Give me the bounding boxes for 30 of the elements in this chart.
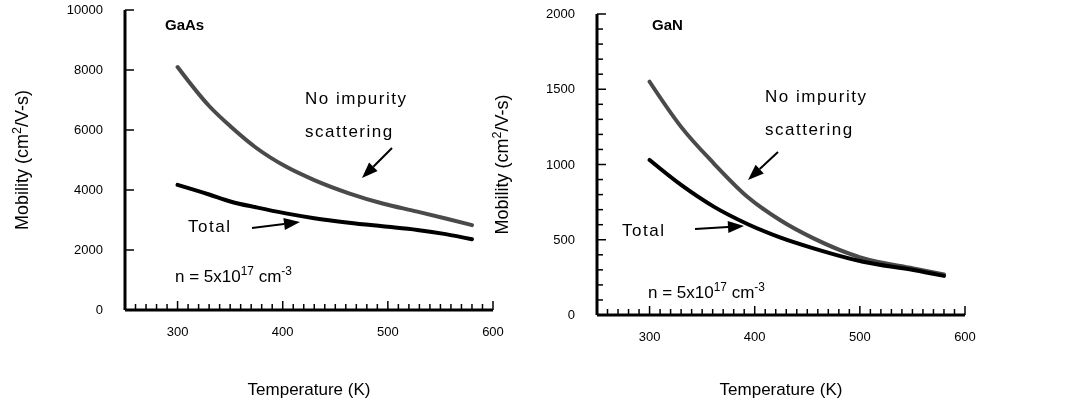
y-tick-label: 500 <box>553 231 575 247</box>
annotation: No impurity scattering <box>765 87 868 139</box>
y-tick-label: 8000 <box>74 62 103 77</box>
annotation: No impurity scattering <box>305 89 408 141</box>
x-axis-title: Temperature (K) <box>719 380 843 399</box>
x-tick-label: 500 <box>849 329 871 344</box>
y-tick-label: 2000 <box>546 6 575 21</box>
x-tick-label: 600 <box>954 329 976 344</box>
x-tick-label: 400 <box>271 324 294 339</box>
x-tick-label: 500 <box>377 324 399 339</box>
y-tick-label: 10000 <box>66 2 103 17</box>
annotation: n = 5x10$^{17}$ cm$^{-3}$ <box>648 280 766 302</box>
x-tick-label: 600 <box>482 324 504 339</box>
y-tick-label: 0 <box>95 302 103 317</box>
annotation: Total <box>622 221 666 240</box>
x-tick-label: 300 <box>166 324 189 339</box>
y-tick-label: 2000 <box>74 242 103 257</box>
x-tick-label: 400 <box>743 329 766 344</box>
y-tick-label: 1500 <box>546 81 575 97</box>
line-series <box>175 182 474 242</box>
annotation: n = 5x10$^{17}$ cm$^{-3}$ <box>175 264 293 286</box>
x-axis-title: Temperature (K) <box>247 380 371 399</box>
annotation: Total <box>188 217 232 236</box>
chart-title: GaAs <box>165 16 205 33</box>
x-tick-label: 300 <box>638 329 661 344</box>
y-tick-label: 0 <box>567 307 575 322</box>
y-tick-label: 1000 <box>546 156 575 172</box>
y-tick-label: 6000 <box>74 122 103 137</box>
y-tick-label: 4000 <box>74 182 103 197</box>
chart-title: GaN <box>652 16 683 33</box>
